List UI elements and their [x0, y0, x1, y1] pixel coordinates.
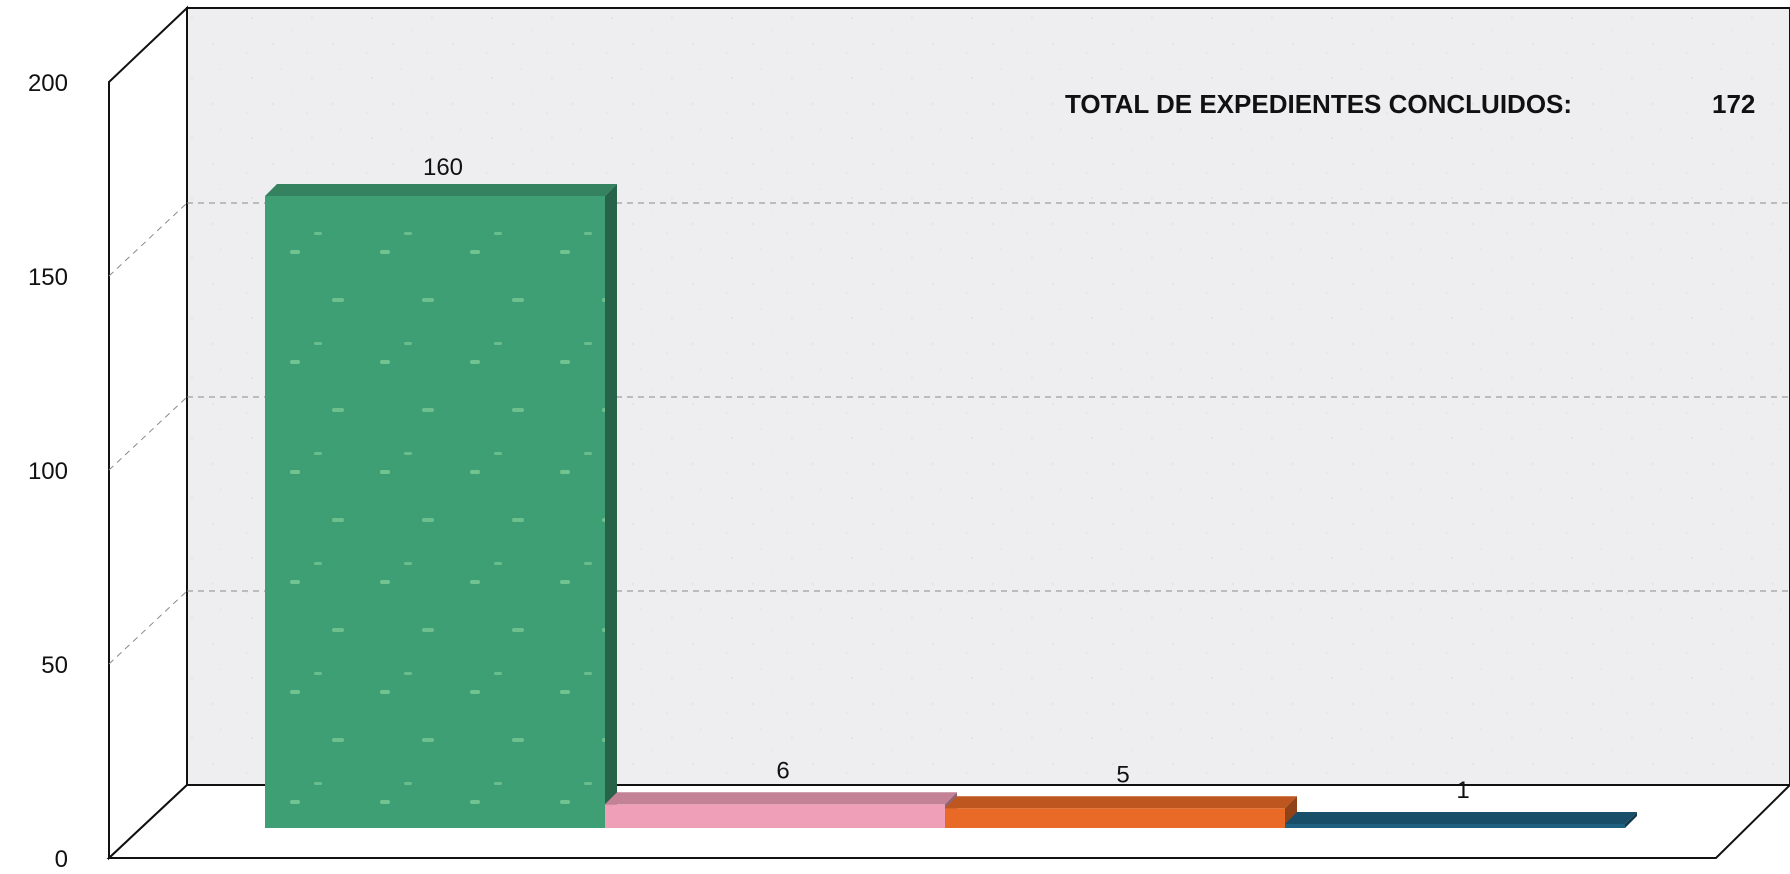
- total-annotation-label: TOTAL DE EXPEDIENTES CONCLUIDOS:: [1065, 89, 1572, 119]
- gridline-side: [108, 590, 188, 665]
- y-axis: 0 50 100 150 200: [28, 70, 68, 873]
- bar-side-face: [1285, 796, 1297, 828]
- bar-front-face: [1285, 824, 1625, 828]
- bar-top-face: [945, 796, 1297, 809]
- gridline-side: [108, 396, 188, 471]
- bar-front-face: [945, 808, 1285, 828]
- bar: [945, 796, 1297, 828]
- y-tick-label: 150: [28, 264, 68, 291]
- y-tick-label: 0: [55, 846, 68, 873]
- side-wall: [108, 5, 188, 861]
- y-tick-label: 200: [28, 70, 68, 97]
- bar-top-face: [265, 184, 617, 196]
- bar-side-face: [1625, 812, 1637, 828]
- bar-top-face: [1285, 812, 1637, 824]
- bar-top-face: [605, 792, 957, 805]
- gridline-side: [108, 202, 188, 277]
- data-label: 1: [1456, 777, 1469, 804]
- bar-front-face: [605, 804, 945, 828]
- y-tick-label: 50: [41, 652, 68, 679]
- bar-texture: [265, 196, 605, 828]
- y-tick-label: 100: [28, 458, 68, 485]
- bar: [265, 184, 617, 828]
- data-labels: 160 6 5 1: [423, 154, 1470, 804]
- total-annotation-value: 172: [1712, 89, 1755, 119]
- bars: [265, 184, 1637, 828]
- bar-side-face: [605, 184, 617, 828]
- bar: [1285, 812, 1637, 828]
- bar: [605, 792, 957, 828]
- data-label: 5: [1116, 761, 1129, 788]
- data-label: 160: [423, 154, 463, 181]
- data-label: 6: [776, 757, 789, 784]
